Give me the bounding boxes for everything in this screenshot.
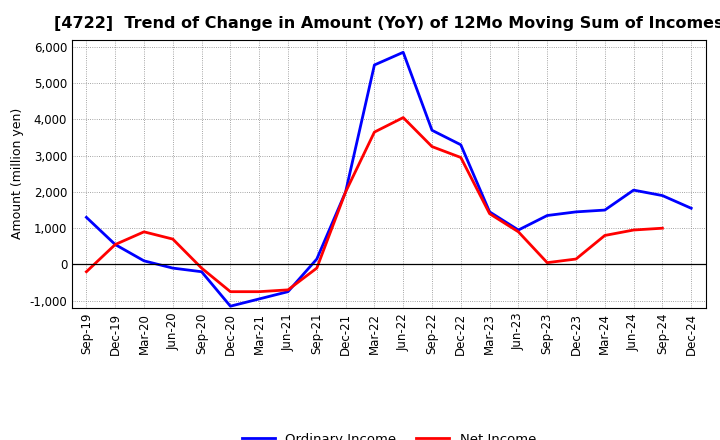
Ordinary Income [111, 242, 120, 247]
Net Income [140, 229, 148, 235]
Net Income [111, 242, 120, 247]
Ordinary Income [687, 205, 696, 211]
Ordinary Income [572, 209, 580, 215]
Net Income [629, 227, 638, 233]
Ordinary Income [629, 187, 638, 193]
Ordinary Income [255, 296, 264, 301]
Ordinary Income [428, 128, 436, 133]
Legend: Ordinary Income, Net Income: Ordinary Income, Net Income [236, 427, 541, 440]
Ordinary Income [226, 304, 235, 309]
Ordinary Income [341, 189, 350, 194]
Net Income [168, 236, 177, 242]
Ordinary Income [485, 209, 494, 215]
Net Income [341, 189, 350, 194]
Ordinary Income [197, 269, 206, 275]
Y-axis label: Amount (million yen): Amount (million yen) [11, 108, 24, 239]
Ordinary Income [370, 62, 379, 68]
Net Income [485, 211, 494, 216]
Ordinary Income [82, 215, 91, 220]
Ordinary Income [140, 258, 148, 264]
Ordinary Income [168, 265, 177, 271]
Net Income [312, 265, 321, 271]
Net Income [284, 287, 292, 293]
Net Income [255, 289, 264, 294]
Net Income [543, 260, 552, 265]
Net Income [600, 233, 609, 238]
Net Income [82, 269, 91, 275]
Line: Ordinary Income: Ordinary Income [86, 52, 691, 306]
Ordinary Income [284, 289, 292, 294]
Ordinary Income [600, 207, 609, 213]
Ordinary Income [456, 142, 465, 147]
Net Income [658, 226, 667, 231]
Net Income [514, 229, 523, 235]
Net Income [428, 144, 436, 149]
Net Income [226, 289, 235, 294]
Ordinary Income [543, 213, 552, 218]
Ordinary Income [658, 193, 667, 198]
Line: Net Income: Net Income [86, 117, 662, 292]
Net Income [456, 155, 465, 160]
Net Income [197, 265, 206, 271]
Ordinary Income [399, 50, 408, 55]
Title: [4722]  Trend of Change in Amount (YoY) of 12Mo Moving Sum of Incomes: [4722] Trend of Change in Amount (YoY) o… [54, 16, 720, 32]
Net Income [370, 129, 379, 135]
Net Income [572, 257, 580, 262]
Ordinary Income [312, 257, 321, 262]
Net Income [399, 115, 408, 120]
Ordinary Income [514, 227, 523, 233]
